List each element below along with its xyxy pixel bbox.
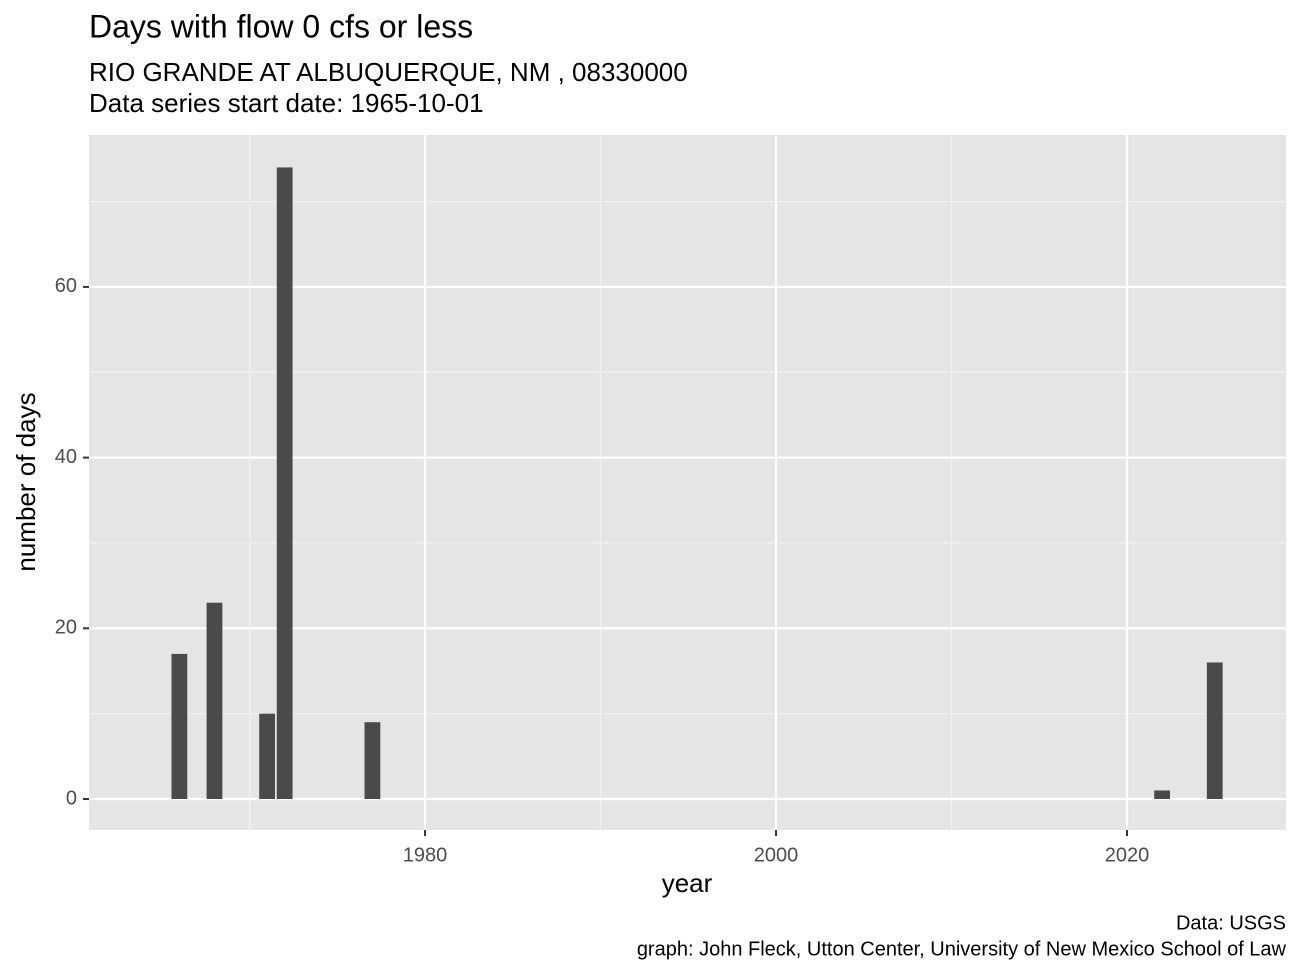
y-axis-title: number of days — [11, 392, 41, 571]
subtitle: RIO GRANDE AT ALBUQUERQUE, NM , 08330000 — [89, 57, 688, 87]
x-tick-label: 2000 — [754, 844, 799, 866]
x-tick-label: 2020 — [1105, 844, 1150, 866]
bar — [259, 713, 276, 800]
bar — [364, 722, 381, 800]
subtitle: Data series start date: 1965-10-01 — [89, 88, 484, 118]
bar — [1154, 790, 1171, 800]
bar — [171, 653, 188, 800]
caption: Data: USGS — [1176, 912, 1286, 934]
caption: graph: John Fleck, Utton Center, Univers… — [637, 938, 1287, 960]
x-tick-label: 1980 — [403, 844, 448, 866]
bars — [171, 167, 1223, 800]
chart-title: Days with flow 0 cfs or less — [89, 8, 473, 44]
bar — [206, 602, 223, 800]
y-tick-label: 40 — [55, 446, 77, 468]
y-tick-label: 20 — [55, 617, 77, 639]
bar — [276, 167, 293, 800]
y-tick-label: 60 — [55, 275, 77, 297]
bar — [1206, 662, 1223, 800]
y-tick-label: 0 — [66, 787, 77, 809]
x-axis-title: year — [662, 868, 713, 898]
